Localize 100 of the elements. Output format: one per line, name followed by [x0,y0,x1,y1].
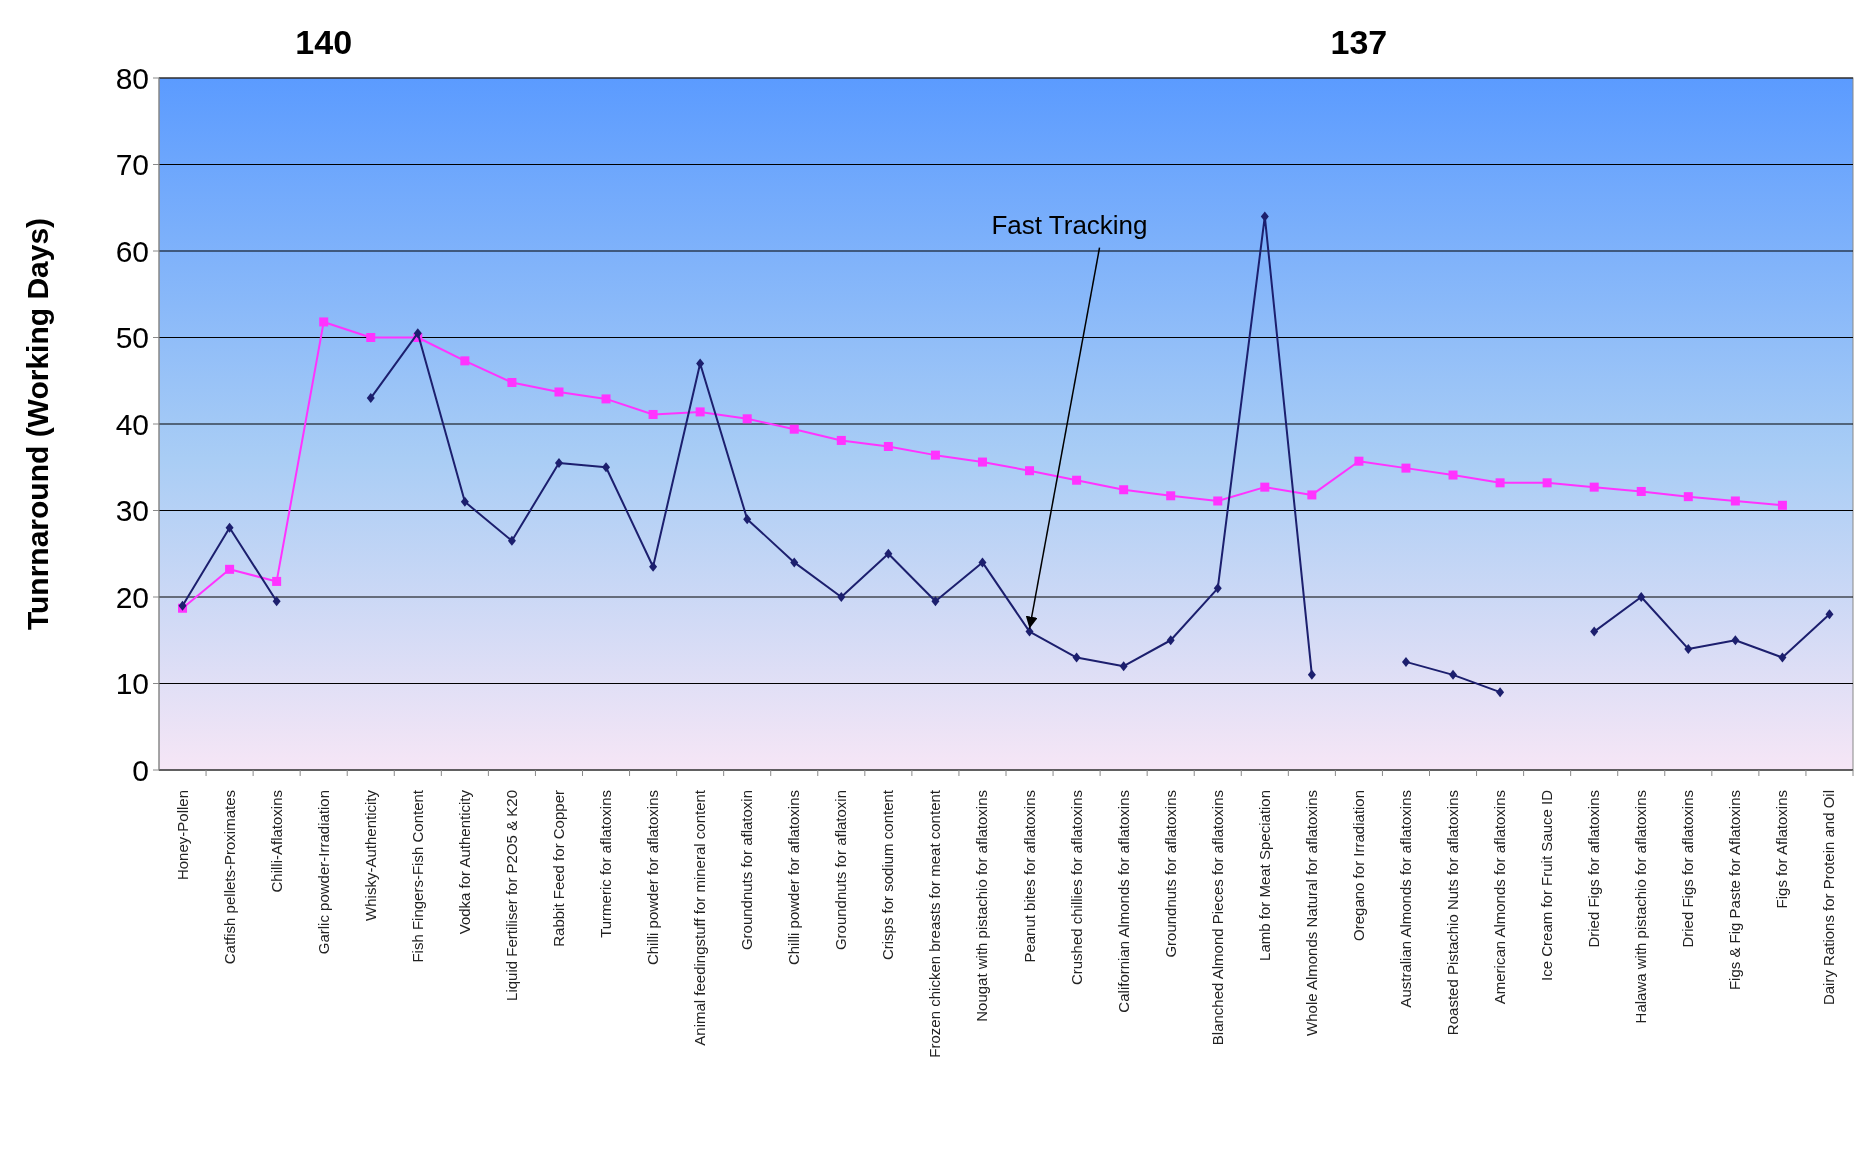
point [1166,491,1176,501]
y-tick-label: 0 [132,753,149,787]
point [1307,669,1316,680]
x-tick-label: Nougat with pistachio for aflatoxins [973,790,991,1022]
point [1683,492,1693,502]
y-tick-label: 50 [115,321,149,354]
point [931,596,940,607]
point [366,393,375,404]
point [1589,482,1599,492]
x-tick-label: Crushed chillies for aflatoxins [1067,790,1085,986]
point [930,450,940,460]
point [1401,463,1411,473]
point [648,409,658,419]
x-tick-label: Figs & Fig Paste for Aflatoxins [1726,790,1744,991]
x-tick-label: Blanched Almond Pieces for aflatoxins [1208,790,1226,1046]
y-tick-label: 70 [115,148,149,181]
x-tick-label: Chilli powder for aflatoxins [644,790,662,966]
point [1401,656,1410,667]
y-axis-title: Tunrnaround (Working Days) [21,217,54,631]
point [413,328,422,339]
point [1119,485,1129,495]
x-tick-label: Groundnuts for aflatoxins [1161,790,1179,958]
x-tick-label: Dairy Rations for Protein and Oil [1820,790,1838,1006]
point [836,435,846,445]
point [649,561,658,572]
point [1778,652,1787,663]
y-tick-label: 20 [115,580,149,614]
point [1025,626,1034,637]
point [742,414,752,424]
x-tick-label: Oregano for Irradiation [1349,790,1367,941]
point [1260,482,1270,492]
x-tick-label: Figs for Aflatoxins [1773,790,1791,909]
x-tick-label: Chilli-Aflatoxins [267,790,285,893]
point [1213,583,1222,594]
point [602,462,611,473]
point [1119,661,1128,672]
text: 140 [295,23,353,61]
point [1496,687,1505,698]
x-tick-label: Liquid Fertiliser for P2O5 & K20 [502,790,520,1001]
x-tick-label: Groundnuts for aflatoxin [832,790,850,951]
x-tick-label: Turmeric for aflatoxins [597,790,615,938]
x-tick-label: Dried Figs for aflatoxins [1679,790,1697,948]
x-tick-label: Roasted Pistachio Nuts for aflatoxins [1444,790,1462,1036]
x-tick-label: American Almonds for aflatoxins [1491,790,1509,1005]
x-tick-label: Animal feedingstuff for mineral content [691,789,709,1046]
point [1354,456,1364,466]
point [1072,475,1082,485]
point [1307,490,1317,500]
x-tick-label: Dried Figs for aflatoxins [1585,790,1603,948]
x-tick-label: Groundnuts for aflatoxin [738,790,756,951]
point [1166,635,1175,646]
x-tick-label: Whole Almonds Natural for aflatoxins [1302,790,1320,1036]
point [789,424,799,434]
point [554,387,564,397]
point [1637,592,1646,602]
point [507,377,517,387]
point [790,557,799,568]
point [272,596,281,607]
point [1590,626,1599,637]
point [1777,500,1787,510]
x-tick-label: Frozen chicken breasts for meat content [926,789,944,1058]
x-tick-label: Vodka for Authenticity [455,789,473,935]
x-tick-label: Garlic powder-Irradiation [314,790,332,955]
point [1731,635,1740,646]
y-tick-label: 30 [115,494,149,527]
point [225,564,235,574]
y-tick-label: 10 [115,667,149,700]
x-tick-label: Ice Cream for Fruit Sauce ID [1538,789,1556,981]
point [460,356,470,366]
point [837,592,846,602]
point [978,557,987,568]
point [1448,470,1458,480]
point [695,407,705,417]
point [601,394,611,404]
x-tick-label: Honey-Pollen [173,790,191,881]
x-tick-label: Rabbit Feed for Copper [549,790,567,947]
annotation: Fast Tracking [991,209,1148,240]
point [319,317,329,327]
x-tick-label: Lamb for Meat Speciation [1255,790,1273,961]
x-tick-label: Crisps for sodium content [879,789,897,961]
x-tick-label: Halawa with pistachio for aflatoxins [1632,790,1650,1024]
point [883,441,893,451]
x-tick-label: Californian Almonds for aflatoxins [1114,790,1132,1013]
x-tick-label: Chilli powder for aflatoxins [785,790,803,966]
point [743,514,752,525]
point [366,333,376,342]
y-tick-label: 60 [115,234,149,268]
point [225,522,234,533]
y-tick-label: 40 [115,407,149,441]
point [507,535,516,546]
point [1449,669,1458,680]
point [1542,478,1552,488]
x-tick-label: Whisky-Authenticity [361,789,379,921]
point [1825,609,1834,620]
text: 137 [1330,23,1388,61]
x-tick-label: Peanut bites for aflatoxins [1020,790,1038,963]
x-tick-label: Fish Fingers-Fish Content [408,789,426,963]
point [554,457,563,468]
point [1025,466,1035,476]
point [460,496,469,507]
